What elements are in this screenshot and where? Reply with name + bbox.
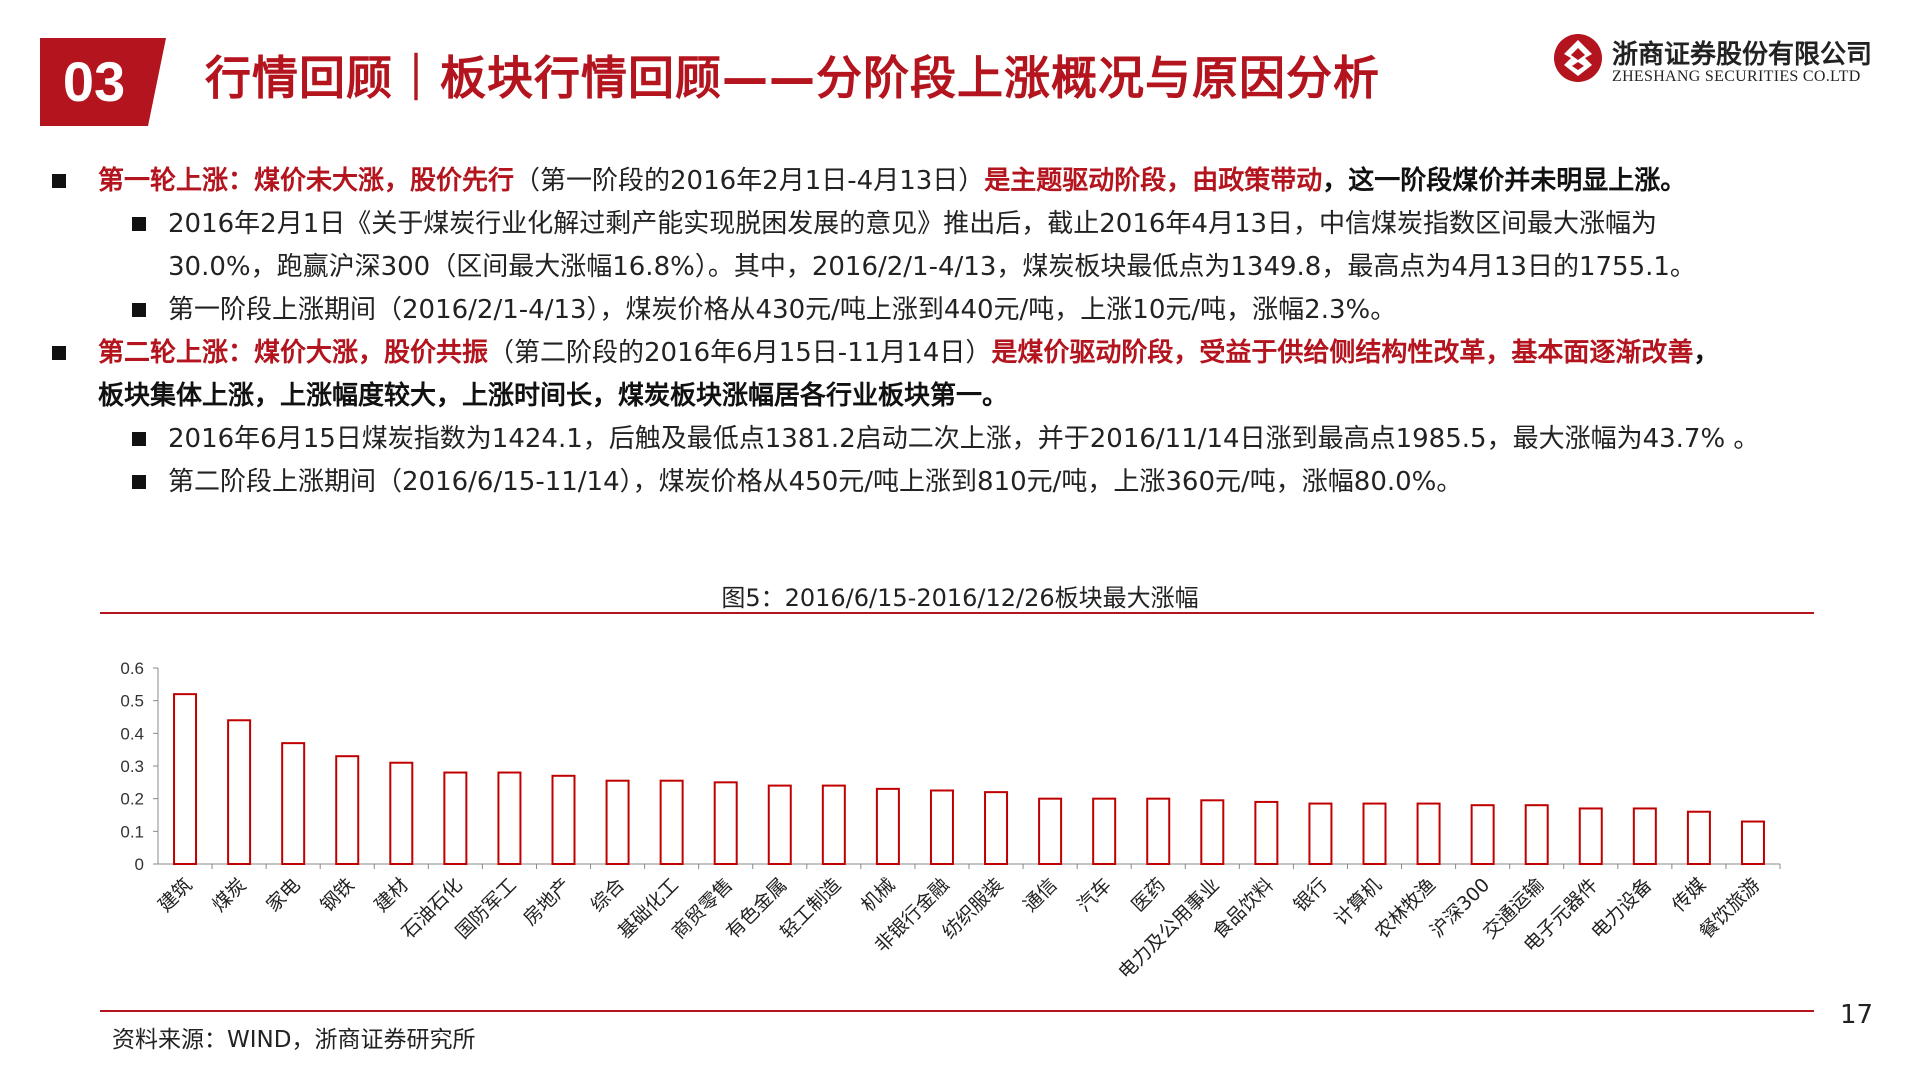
bar-轻工制造: [821, 784, 846, 866]
p2-sub1-text: 2016年6月15日煤炭指数为1424.1，后触及最低点1381.2启动二次上涨…: [168, 424, 1760, 454]
bar-chart: 00.10.20.30.40.50.6建筑 煤炭 家电 钢铁 建材石油石化国防军工房地产…: [120, 659, 1781, 984]
p1-driver: 是主题驱动阶段，由政策带动: [984, 166, 1323, 196]
chart-caption: 图5：2016/6/15-2016/12/26板块最大涨幅: [721, 584, 1199, 612]
y-tick-label: 0.2: [120, 790, 144, 809]
p2-comma: ，: [1693, 338, 1720, 368]
bullet-p1-sub2: 第一阶段上涨期间（2016/2/1-4/13），煤炭价格从430元/吨上涨到44…: [52, 289, 1882, 332]
bar-交通运输: [1524, 804, 1549, 865]
bar-国防军工: [497, 771, 522, 865]
y-tick-label: 0.6: [120, 659, 144, 678]
source-note: 资料来源：WIND，浙商证券研究所: [112, 1027, 476, 1053]
bar-商贸零售: [713, 781, 738, 865]
p2-period: （第二阶段的2016年6月15日-11月14日）: [488, 338, 992, 368]
body-text: 第一轮上涨：煤价未大涨，股价先行（第一阶段的2016年2月1日-4月13日）是主…: [52, 160, 1882, 504]
bar-非银行金融: [929, 789, 954, 865]
bar-建筑: [173, 693, 198, 866]
caption-divider: [100, 612, 1814, 614]
bar-基础化工: [659, 779, 684, 865]
x-tick-label: 钢铁: [316, 874, 358, 916]
p1-sub2-text: 第一阶段上涨期间（2016/2/1-4/13），煤炭价格从430元/吨上涨到44…: [168, 295, 1397, 325]
bar-钢铁: [335, 755, 360, 865]
x-tick-label: 银行: [1290, 874, 1332, 916]
page-number: 17: [1840, 1000, 1874, 1030]
slide-title: 行情回顾｜板块行情回顾——分阶段上涨概况与原因分析: [205, 51, 1380, 105]
bar-食品饮料: [1254, 800, 1279, 865]
x-tick-label: 家电: [262, 874, 304, 916]
bar-家电: [281, 742, 306, 865]
p2-driver: 是煤价驱动阶段，受益于供给侧结构性改革，基本面逐渐改善: [991, 338, 1694, 368]
p1-conclusion: ，这一阶段煤价并未明显上涨。: [1322, 166, 1687, 196]
bullet-p2-sub2: 第二阶段上涨期间（2016/6/15-11/14），煤炭价格从450元/吨上涨到…: [52, 461, 1882, 504]
x-tick-label: 机械: [857, 874, 899, 916]
bar-有色金属: [767, 784, 792, 866]
bullet-square-icon: [132, 303, 146, 317]
y-tick-label: 0.5: [120, 692, 144, 711]
y-tick-label: 0.3: [120, 757, 144, 776]
bar-电力及公用事业: [1200, 799, 1225, 866]
y-tick-label: 0.1: [120, 822, 144, 841]
p1-period: （第一阶段的2016年2月1日-4月13日）: [514, 166, 985, 196]
x-tick-label: 餐饮旅游: [1695, 874, 1764, 943]
x-tick-label: 电力及公用事业: [1114, 874, 1224, 984]
bullet-paragraph-2: 第二轮上涨：煤价大涨，股价共振（第二阶段的2016年6月15日-11月14日）是…: [52, 332, 1882, 375]
bar-建材: [389, 761, 414, 865]
x-tick-label: 电力设备: [1587, 874, 1656, 943]
p2-conclusion: 板块集体上涨，上涨幅度较大，上涨时间长，煤炭板块涨幅居各行业板块第一。: [98, 381, 1009, 411]
bar-沪深300: [1470, 804, 1495, 865]
footer-divider: [100, 1010, 1814, 1012]
bar-石油石化: [443, 771, 468, 865]
x-tick-label: 房地产: [519, 874, 575, 930]
bar-机械: [875, 787, 900, 865]
x-tick-label: 农林牧渔: [1371, 874, 1440, 943]
x-tick-label: 纺织服装: [938, 874, 1007, 943]
y-tick-label: 0.4: [120, 724, 144, 743]
p2-sub2-text: 第二阶段上涨期间（2016/6/15-11/14），煤炭价格从450元/吨上涨到…: [168, 467, 1463, 497]
bar-房地产: [551, 774, 576, 865]
bullet-paragraph-1: 第一轮上涨：煤价未大涨，股价先行（第一阶段的2016年2月1日-4月13日）是主…: [52, 160, 1882, 203]
x-tick-label: 综合: [587, 874, 629, 916]
x-tick-label: 传媒: [1668, 874, 1710, 916]
bar-计算机: [1362, 802, 1387, 865]
bullet-square-icon: [52, 346, 66, 360]
section-number-badge: 03: [40, 38, 166, 126]
p1-sub1-line1: 2016年2月1日《关于煤炭行业化解过剩产能实现脱困发展的意见》推出后，截止20…: [168, 209, 1658, 239]
bullet-p2-sub1: 2016年6月15日煤炭指数为1424.1，后触及最低点1381.2启动二次上涨…: [52, 418, 1882, 461]
bar-煤炭: [227, 719, 252, 866]
x-tick-label: 建筑: [154, 874, 196, 916]
x-tick-label: 建材: [370, 874, 412, 916]
bar-通信: [1038, 797, 1063, 866]
bar-银行: [1308, 802, 1333, 865]
bullet-square-icon: [132, 217, 146, 231]
x-tick-label: 煤炭: [208, 874, 250, 916]
bullet-square-icon: [132, 432, 146, 446]
bar-餐饮旅游: [1740, 820, 1765, 866]
x-tick-label: 汽车: [1073, 874, 1115, 916]
bar-汽车: [1092, 797, 1117, 866]
bar-医药: [1146, 797, 1171, 866]
y-tick-label: 0: [135, 855, 144, 874]
bar-电子元器件: [1578, 807, 1603, 865]
x-tick-label: 国防军工: [452, 874, 521, 943]
x-tick-label: 通信: [1019, 874, 1061, 916]
bullet-p1-sub1: 2016年2月1日《关于煤炭行业化解过剩产能实现脱困发展的意见》推出后，截止20…: [52, 203, 1882, 246]
p1-heading: 第一轮上涨：煤价未大涨，股价先行: [98, 166, 515, 196]
bar-农林牧渔: [1416, 802, 1441, 865]
zheshang-logo-icon: [1554, 34, 1602, 82]
company-logo: 浙商证券股份有限公司 ZHESHANG SECURITIES CO.LTD: [1552, 32, 1892, 94]
logo-company-name-cn: 浙商证券股份有限公司: [1612, 40, 1873, 70]
p2-heading: 第二轮上涨：煤价大涨，股价共振: [98, 338, 489, 368]
x-tick-label: 轻工制造: [776, 874, 845, 943]
bullet-paragraph-2-cont: 板块集体上涨，上涨幅度较大，上涨时间长，煤炭板块涨幅居各行业板块第一。: [52, 375, 1882, 418]
bullet-p1-sub1-cont: 30.0%，跑赢沪深300（区间最大涨幅16.8%）。其中，2016/2/1-4…: [52, 246, 1882, 289]
bar-纺织服装: [984, 791, 1009, 865]
bar-综合: [605, 779, 630, 865]
bullet-square-icon: [52, 174, 66, 188]
x-tick-label: 食品饮料: [1209, 874, 1278, 943]
p1-sub1-line2: 30.0%，跑赢沪深300（区间最大涨幅16.8%）。其中，2016/2/1-4…: [168, 252, 1696, 282]
x-tick-label: 医药: [1127, 874, 1169, 916]
logo-company-name-en: ZHESHANG SECURITIES CO.LTD: [1612, 68, 1861, 85]
bar-传媒: [1686, 810, 1711, 866]
bar-电力设备: [1632, 807, 1657, 865]
bullet-square-icon: [132, 475, 146, 489]
